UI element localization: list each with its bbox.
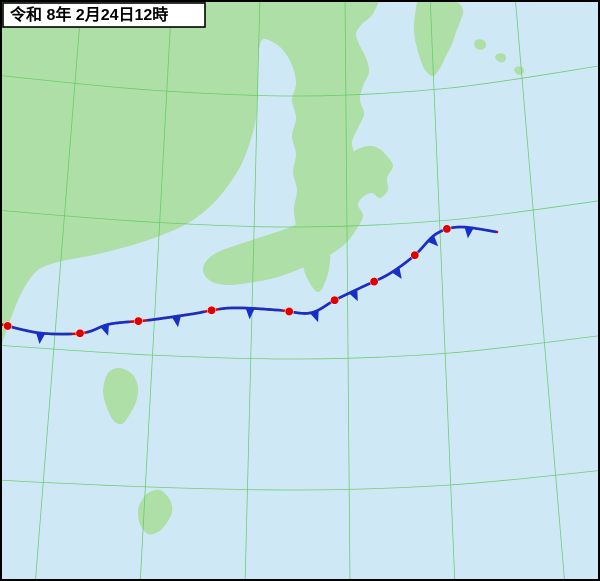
svg-text:令和 8年 2月24日12時: 令和 8年 2月24日12時 <box>9 5 168 24</box>
